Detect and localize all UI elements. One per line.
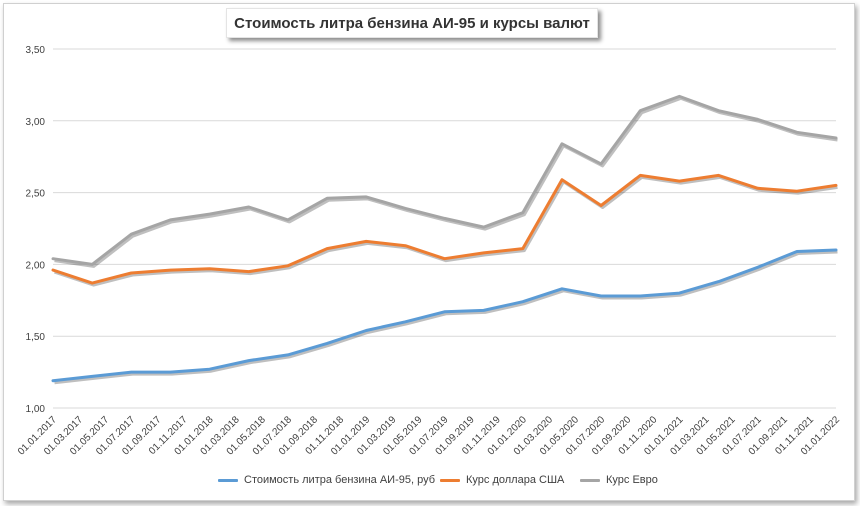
legend-swatch-eur (580, 478, 600, 482)
y-tick-label: 2,50 (26, 189, 46, 200)
y-tick-label: 2,00 (26, 260, 46, 271)
legend-swatch-petrol (218, 478, 238, 482)
y-tick-label: 3,50 (26, 45, 46, 56)
chart-title: Стоимость литра бензина АИ-95 и курсы ва… (226, 8, 598, 38)
series-line-2 (51, 94, 838, 266)
series-shadow-2 (54, 96, 838, 268)
series-shadow-0 (54, 250, 838, 385)
legend-item-eur: Курс Евро (580, 470, 658, 490)
y-tick-label: 1,00 (26, 404, 46, 415)
legend-item-usd: Курс доллара США (440, 470, 564, 490)
legend-item-petrol: Стоимость литра бензина АИ-95, руб (218, 470, 435, 490)
y-tick-label: 3,00 (26, 117, 46, 128)
y-tick-label: 1,50 (26, 332, 46, 343)
legend-swatch-usd (440, 478, 460, 482)
legend-label-eur: Курс Евро (606, 474, 658, 486)
series-line-0 (51, 248, 838, 383)
series-shadow-1 (54, 175, 838, 287)
series-line-1 (51, 173, 838, 285)
legend-label-usd: Курс доллара США (466, 474, 565, 486)
legend-label-petrol: Стоимость литра бензина АИ-95, руб (244, 474, 435, 486)
chart-legend: Стоимость литра бензина АИ-95, руб Курс … (0, 470, 860, 490)
